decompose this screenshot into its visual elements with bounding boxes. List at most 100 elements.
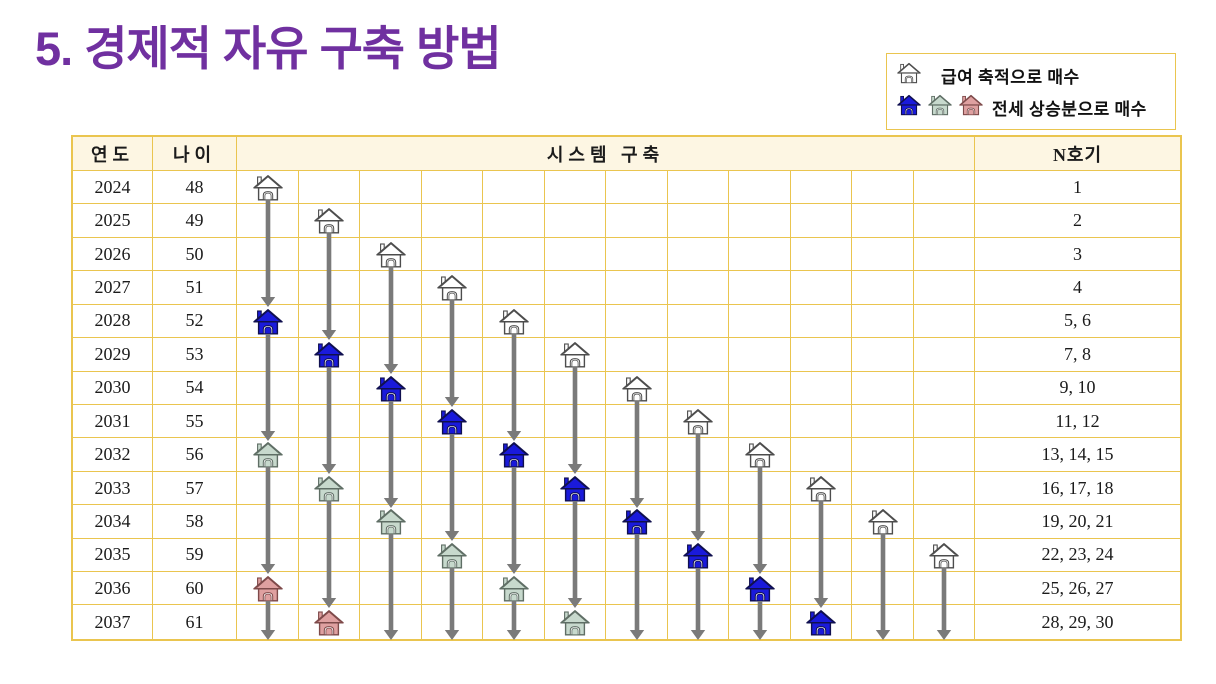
- system-cell: [298, 371, 360, 405]
- system-cell: [668, 605, 729, 639]
- unit-cell: 7, 8: [975, 338, 1180, 372]
- system-cell: [237, 538, 299, 573]
- system-cell: [913, 204, 975, 238]
- system-cell: [852, 204, 914, 238]
- house-icon-pink: [959, 94, 983, 121]
- system-cell: [360, 304, 422, 339]
- header-cell-system: 시스템 구축: [237, 137, 975, 171]
- system-cell: [421, 438, 483, 472]
- system-cell: [483, 505, 545, 539]
- year-cell: 2037: [73, 605, 153, 639]
- age-cell: 50: [153, 237, 237, 272]
- system-cell: [667, 338, 729, 372]
- system-cell: [667, 304, 729, 339]
- system-cell: [360, 505, 422, 539]
- system-cell: [852, 237, 914, 272]
- system-cell: [360, 438, 422, 472]
- jeonse-house-icons: [897, 94, 983, 121]
- legend-label-jeonse: 전세 상승분으로 매수: [992, 100, 1147, 120]
- system-cell: [790, 304, 852, 339]
- page-title: 5. 경제적 자유 구축 방법: [35, 22, 502, 75]
- system-cell: [544, 471, 606, 506]
- system-cell: [421, 404, 483, 439]
- age-cell: 48: [153, 171, 237, 205]
- system-cell: [298, 471, 360, 506]
- system-cell: [913, 371, 975, 405]
- system-cell: [237, 304, 299, 339]
- system-cell: [298, 237, 360, 272]
- system-cell: [606, 171, 668, 205]
- unit-cell: 5, 6: [975, 305, 1180, 339]
- system-cell: [790, 171, 852, 205]
- header-cell-unit: N호기: [975, 137, 1180, 171]
- system-cell: [544, 271, 606, 305]
- system-cell: [298, 204, 360, 238]
- system-cell: [483, 605, 545, 639]
- system-cell: [544, 304, 606, 339]
- system-cell: [852, 404, 914, 439]
- system-cell: [237, 271, 299, 305]
- year-cell: 2026: [73, 237, 153, 272]
- house-icon-white: [897, 62, 921, 89]
- year-cell: 2036: [73, 572, 153, 606]
- system-cell: [852, 304, 914, 339]
- system-cell: [790, 271, 852, 305]
- system-cell: [421, 505, 483, 539]
- system-cell: [913, 304, 975, 339]
- unit-cell: 1: [975, 171, 1180, 205]
- system-cell: [360, 171, 422, 205]
- unit-cell: 25, 26, 27: [975, 572, 1180, 606]
- system-cell: [790, 505, 852, 539]
- system-cell: [237, 204, 299, 238]
- system-cell: [606, 237, 668, 272]
- legend-row-jeonse: 전세 상승분으로 매수: [897, 94, 1165, 121]
- system-cell: [483, 204, 545, 238]
- system-cell: [790, 538, 852, 573]
- system-cell: [913, 237, 975, 272]
- system-cell: [913, 438, 975, 472]
- system-cell: [483, 404, 545, 439]
- system-cell: [237, 404, 299, 439]
- system-cell: [913, 338, 975, 372]
- system-cell: [852, 605, 914, 639]
- system-cell: [360, 338, 422, 372]
- system-cell: [237, 171, 299, 205]
- system-cell: [606, 338, 668, 372]
- system-cell: [360, 371, 422, 405]
- unit-cell: 28, 29, 30: [1041, 611, 1114, 632]
- system-cell: [237, 572, 299, 606]
- system-cell: [298, 271, 360, 305]
- unit-cell: 22, 23, 24: [975, 539, 1180, 573]
- system-cell: [729, 304, 791, 339]
- system-cell: [729, 171, 791, 205]
- system-cell: [237, 438, 299, 472]
- system-cell: [667, 204, 729, 238]
- system-cell: [483, 438, 545, 472]
- system-cell: [483, 171, 545, 205]
- system-cell: [729, 371, 791, 405]
- system-cell: [298, 338, 360, 372]
- system-cell: [298, 538, 360, 573]
- unit-cell: 4: [975, 271, 1180, 305]
- system-cell: [729, 237, 791, 272]
- age-cell: 58: [153, 505, 237, 539]
- system-cell: [421, 271, 483, 305]
- system-cell: [790, 471, 852, 506]
- unit-cell: 16, 17, 18: [975, 472, 1180, 506]
- system-cell: [606, 471, 668, 506]
- age-cell: 56: [153, 438, 237, 472]
- header-cell-year: 연도: [73, 137, 153, 171]
- system-cell: [606, 605, 668, 639]
- age-cell: 61: [153, 605, 237, 639]
- system-cell: [544, 572, 606, 606]
- year-cell: 2025: [73, 204, 153, 238]
- age-cell: 57: [153, 471, 237, 506]
- year-cell: 2027: [73, 271, 153, 305]
- age-cell: 59: [153, 538, 237, 573]
- system-cell: [421, 371, 483, 405]
- system-cell: [667, 404, 729, 439]
- system-cell: [729, 271, 791, 305]
- system-cell: [237, 237, 299, 272]
- system-cell: [729, 572, 791, 606]
- system-cell: [667, 505, 729, 539]
